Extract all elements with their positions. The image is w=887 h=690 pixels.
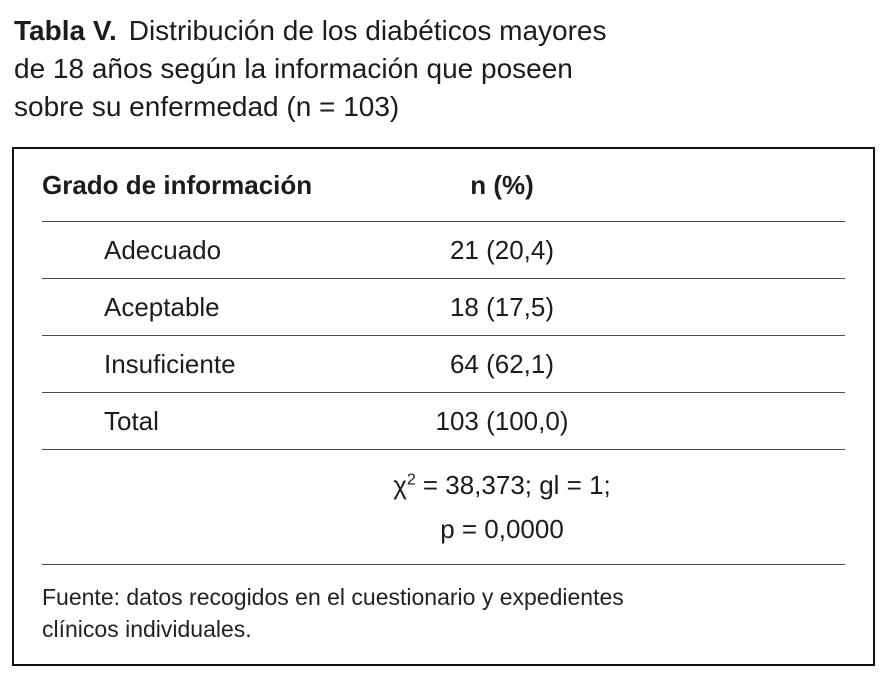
table-row: Total 103 (100,0) — [42, 393, 845, 451]
column-header-grado: Grado de información — [42, 169, 313, 200]
row-label-adecuado: Adecuado — [104, 234, 222, 265]
chi-square-line-1: χ2 = 38,373; gl = 1; — [342, 463, 662, 507]
row-value-aceptable: 18 (17,5) — [449, 291, 555, 322]
chi-symbol: χ — [393, 470, 407, 501]
table-header-row: Grado de información n (%) — [42, 149, 845, 223]
data-table: Grado de información n (%) Adecuado 21 (… — [12, 147, 875, 666]
table-row: Aceptable 18 (17,5) — [42, 279, 845, 337]
source-note-line-2: clínicos individuales. — [42, 615, 252, 642]
caption-table-number: Tabla V. — [14, 15, 117, 46]
p-value-line: p = 0,0000 — [440, 514, 564, 545]
caption-line-2: de 18 años según la información que pose… — [14, 53, 573, 85]
table-row: Insuficiente 64 (62,1) — [42, 336, 845, 394]
row-value-adecuado: 21 (20,4) — [449, 234, 555, 265]
caption-line-1: Tabla V. Distribución de los diabéticos m… — [14, 12, 857, 50]
column-header-n-pct: n (%) — [470, 169, 534, 200]
table-source-note: Fuente: datos recogidos en el cuestionar… — [42, 565, 845, 663]
row-label-aceptable: Aceptable — [104, 291, 220, 322]
table-caption: Tabla V. Distribución de los diabéticos m… — [0, 0, 887, 126]
chi-square-value: = 38,373; gl = 1; — [422, 470, 611, 501]
row-label-insuficiente: Insuficiente — [104, 348, 236, 379]
chi-exponent: 2 — [406, 470, 416, 489]
table-row: Adecuado 21 (20,4) — [42, 222, 845, 280]
caption-text-part1: Distribución de los diabéticos mayores — [128, 15, 607, 46]
chi-square-stats: χ2 = 38,373; gl = 1; p = 0,0000 — [342, 463, 662, 551]
row-value-insuficiente: 64 (62,1) — [449, 348, 555, 379]
caption-line-3: sobre su enfermedad (n = 103) — [14, 91, 400, 123]
row-label-total: Total — [104, 405, 159, 436]
row-value-total: 103 (100,0) — [435, 405, 569, 436]
chi-square-stats-row: χ2 = 38,373; gl = 1; p = 0,0000 — [42, 450, 845, 566]
source-note-line-1: Fuente: datos recogidos en el cuestionar… — [42, 584, 624, 611]
